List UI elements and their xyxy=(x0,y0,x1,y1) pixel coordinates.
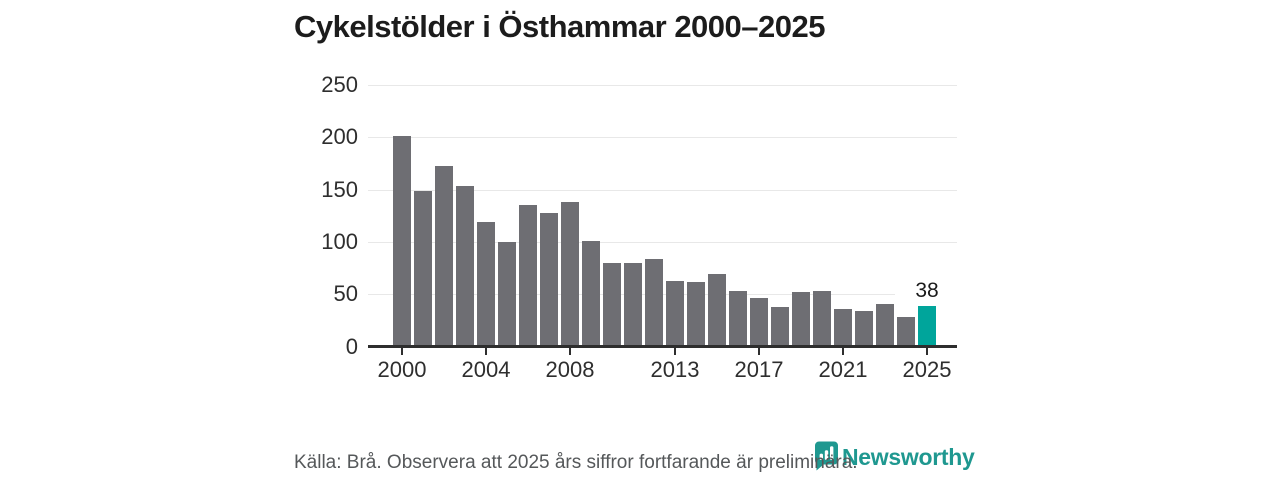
x-tick-2000 xyxy=(401,348,403,355)
bar-2008 xyxy=(561,201,579,346)
bar-2007 xyxy=(540,213,558,346)
bar-2023 xyxy=(876,304,894,346)
x-tick-label-2004: 2004 xyxy=(461,357,511,382)
bar-2013 xyxy=(666,281,684,346)
newsworthy-wordmark: Newsworthy xyxy=(842,444,975,470)
y-tick-label-0: 0 xyxy=(345,333,358,359)
bar-2002 xyxy=(435,166,453,346)
x-tick-label-2025: 2025 xyxy=(902,357,952,382)
gridline-y-250 xyxy=(368,85,957,86)
newsworthy-logo: Newsworthy xyxy=(814,441,975,472)
bar-2003 xyxy=(456,185,474,346)
gridline-y-150 xyxy=(368,189,957,191)
gridline-y-200 xyxy=(368,137,957,139)
chart-title: Cykelstölder i Östhammar 2000–2025 xyxy=(294,9,825,44)
y-tick-label-100: 100 xyxy=(321,228,358,254)
x-tick-2004 xyxy=(485,348,487,355)
x-tick-2017 xyxy=(758,348,760,355)
highlight-value-label: 38 xyxy=(895,278,959,303)
plot-area xyxy=(368,84,957,347)
bar-2024 xyxy=(897,316,915,346)
y-tick-label-250: 250 xyxy=(321,72,358,97)
bar-2016 xyxy=(729,290,747,346)
bar-2022 xyxy=(855,311,873,346)
x-tick-label-2021: 2021 xyxy=(818,357,868,382)
bar-2021 xyxy=(834,309,852,346)
y-tick-label-200: 200 xyxy=(321,124,358,150)
bar-2014 xyxy=(687,282,705,346)
x-tick-label-2017: 2017 xyxy=(734,357,784,382)
bar-2012 xyxy=(645,259,663,346)
gridline-y-100 xyxy=(368,241,957,243)
x-tick-2025 xyxy=(926,348,928,355)
x-tick-2013 xyxy=(674,348,676,355)
y-tick-label-50: 50 xyxy=(333,281,358,307)
bar-2004 xyxy=(477,221,495,346)
bar-2005 xyxy=(498,242,516,346)
newsworthy-chart-bubble-icon xyxy=(815,441,838,471)
x-tick-2021 xyxy=(842,348,844,355)
bar-2006 xyxy=(519,204,537,346)
x-tick-label-2013: 2013 xyxy=(650,357,700,382)
bar-2017 xyxy=(750,297,768,346)
bar-2018 xyxy=(771,307,789,346)
bar-2011 xyxy=(624,263,642,346)
bar-2015 xyxy=(708,273,726,346)
x-tick-2008 xyxy=(569,348,571,355)
x-axis-line xyxy=(368,345,957,348)
x-tick-label-2008: 2008 xyxy=(545,357,595,382)
bar-2019 xyxy=(792,291,810,346)
bar-2000 xyxy=(393,135,411,346)
bar-2025-highlighted xyxy=(918,306,936,346)
bar-2010 xyxy=(603,263,621,346)
bar-2009 xyxy=(582,241,600,346)
y-tick-label-150: 150 xyxy=(321,176,358,202)
bar-2001 xyxy=(414,191,432,346)
source-note: Källa: Brå. Observera att 2025 års siffr… xyxy=(294,452,858,473)
bar-2020 xyxy=(813,290,831,346)
x-tick-label-2000: 2000 xyxy=(377,357,427,382)
